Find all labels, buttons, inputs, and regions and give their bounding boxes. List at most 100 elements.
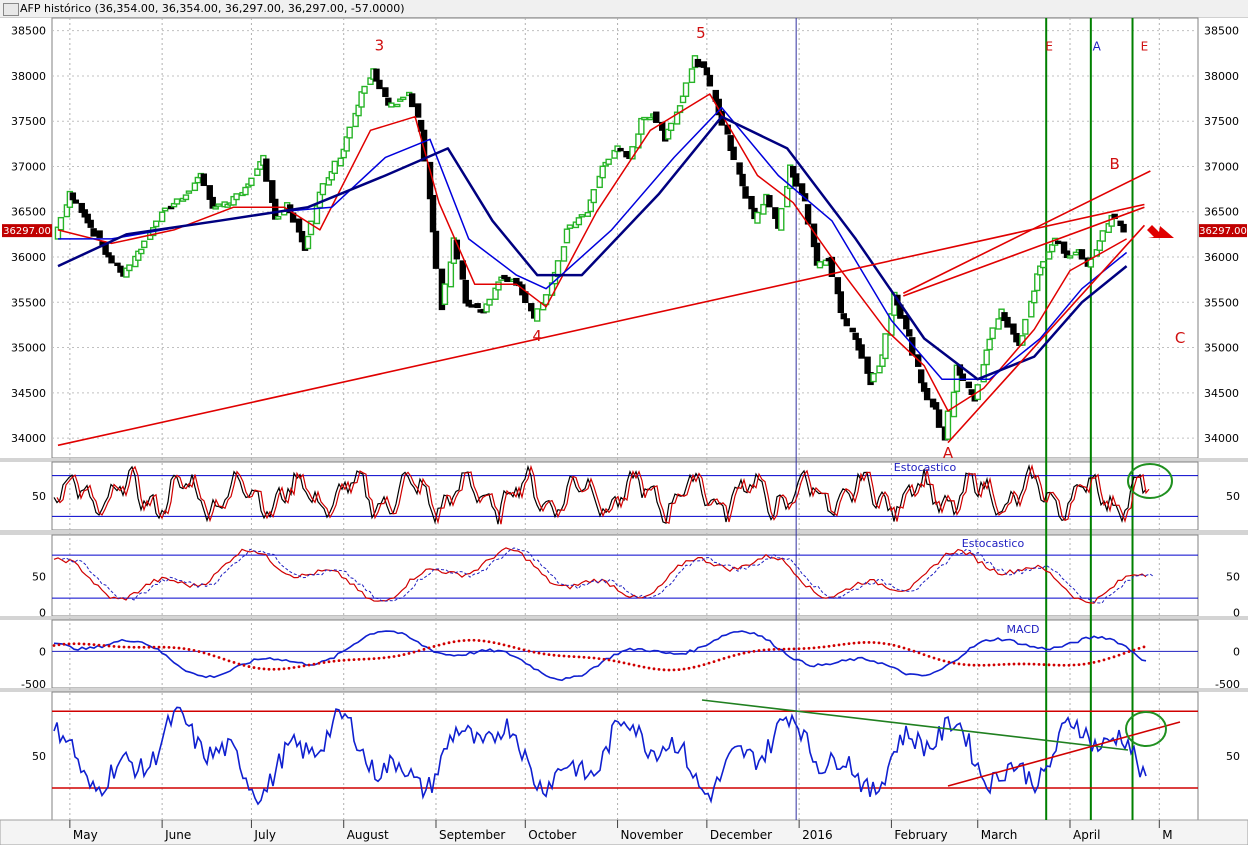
- macd-signal-dot: [572, 655, 576, 659]
- macd-signal-dot: [822, 645, 826, 649]
- macd-signal-dot: [1132, 648, 1136, 652]
- macd-signal-dot: [122, 645, 126, 649]
- up-bar: [1066, 255, 1074, 259]
- up-bar: [944, 410, 952, 440]
- up-bar: [578, 214, 586, 218]
- macd-signal-dot: [237, 662, 241, 666]
- macd-signal-dot: [747, 650, 751, 654]
- macd-signal-dot: [672, 668, 676, 672]
- down-bar: [694, 58, 702, 68]
- macd-signal-dot: [952, 661, 956, 665]
- support-trendline: [947, 721, 1181, 787]
- macd-signal-dot: [782, 647, 786, 651]
- macd-signal-dot: [282, 667, 286, 671]
- macd-signal-dot: [522, 648, 526, 652]
- macd-signal-dot: [392, 655, 396, 658]
- month-label: August: [347, 828, 389, 842]
- up-bar: [394, 103, 401, 108]
- wave-label: E: [1141, 40, 1149, 54]
- down-bar: [703, 67, 711, 76]
- oscillator-tick-left: 0: [39, 645, 46, 658]
- macd-signal-dot: [537, 651, 541, 655]
- macd-signal-dot: [132, 645, 136, 649]
- macd-signal-dot: [62, 642, 66, 646]
- macd-signal-dot: [257, 666, 261, 670]
- up-bar: [575, 217, 583, 226]
- macd-signal-dot: [82, 642, 86, 646]
- macd-signal-dot: [1037, 662, 1041, 666]
- macd-signal-dot: [1137, 646, 1141, 650]
- oscillator-tick-left: 50: [32, 490, 46, 503]
- up-bar: [185, 190, 193, 194]
- up-bar: [1028, 300, 1035, 318]
- down-bar: [906, 329, 913, 337]
- macd-signal-dot: [162, 645, 166, 649]
- macd-signal-dot: [517, 647, 521, 651]
- macd-signal-dot: [557, 654, 561, 658]
- macd-signal-dot: [737, 652, 741, 656]
- oscillator-tick-left: 0: [39, 606, 46, 619]
- pane-title-macd: MACD: [1007, 623, 1040, 636]
- pane-separator-0: [0, 458, 1248, 462]
- macd-signal-dot: [617, 660, 621, 664]
- macd-signal-dot: [342, 658, 346, 662]
- macd-signal-dot: [717, 658, 721, 662]
- down-bar: [923, 387, 931, 401]
- down-bar: [420, 129, 428, 162]
- macd-signal-dot: [1027, 662, 1031, 666]
- macd-signal-dot: [1042, 663, 1046, 666]
- month-label: September: [439, 828, 505, 842]
- macd-signal-dot: [407, 652, 411, 655]
- macd-signal-dot: [872, 641, 876, 644]
- macd-signal-dot: [182, 647, 186, 651]
- down-bar: [1004, 316, 1011, 328]
- macd-signal-dot: [227, 659, 231, 663]
- macd-signal-dot: [1032, 662, 1036, 666]
- macd-signal-dot: [712, 660, 716, 663]
- macd-signal-dot: [312, 662, 316, 666]
- up-bar: [173, 198, 181, 205]
- up-bar: [1096, 240, 1103, 251]
- down-bar: [858, 344, 865, 359]
- macd-signal-dot: [652, 667, 656, 671]
- down-bar: [108, 255, 115, 264]
- down-bar: [376, 79, 383, 90]
- macd-signal-dot: [427, 646, 431, 650]
- macd-signal-dot: [117, 645, 121, 649]
- macd-signal-dot: [362, 657, 366, 661]
- up-bar: [141, 240, 148, 249]
- macd-signal-dot: [337, 659, 341, 663]
- down-bar: [408, 93, 416, 108]
- macd-signal-dot: [1102, 658, 1106, 662]
- up-bar: [605, 158, 612, 165]
- trendline: [903, 206, 1145, 297]
- macd-signal-dot: [1052, 663, 1056, 667]
- macd-signal-dot: [417, 649, 421, 653]
- month-label: November: [621, 828, 683, 842]
- oscillator-tick-right: 50: [1226, 490, 1240, 503]
- down-bar: [414, 103, 422, 118]
- up-bar: [641, 116, 648, 121]
- macd-signal-dot: [832, 644, 836, 647]
- macd-signal-dot: [192, 649, 196, 652]
- down-bar: [736, 162, 743, 175]
- macd-signal-dot: [377, 656, 381, 660]
- up-bar: [304, 235, 312, 250]
- macd-signal-dot: [432, 645, 436, 648]
- highlight-circle: [1127, 463, 1173, 499]
- macd-signal-dot: [152, 645, 156, 649]
- price-tick-left: 35000: [11, 342, 46, 355]
- macd-signal-dot: [1047, 663, 1051, 667]
- macd-signal-dot: [667, 668, 671, 672]
- up-bar: [152, 220, 160, 228]
- macd-signal-dot: [587, 656, 591, 660]
- down-bar: [834, 277, 842, 295]
- macd-signal-dot: [692, 665, 696, 669]
- down-bar: [373, 68, 380, 82]
- macd-signal-dot: [1057, 663, 1061, 667]
- macd-signal-dot: [127, 645, 131, 649]
- macd-signal-dot: [1107, 657, 1111, 660]
- macd-signal-dot: [1062, 663, 1066, 667]
- macd-signal-dot: [322, 661, 326, 664]
